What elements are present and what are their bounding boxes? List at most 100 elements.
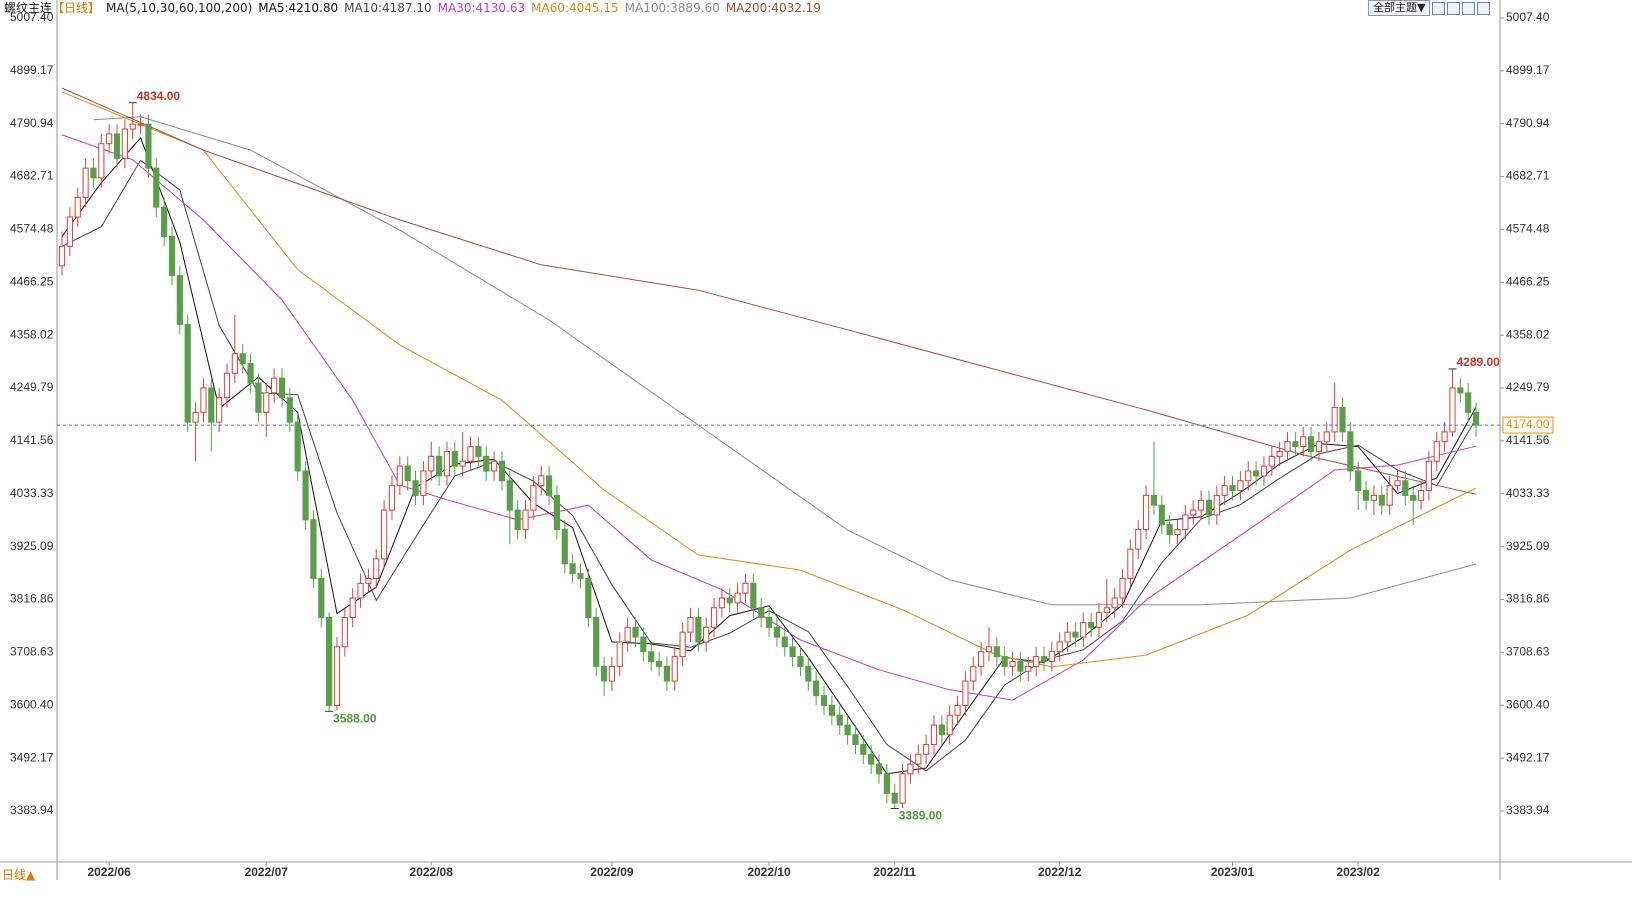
candle-body xyxy=(1276,450,1283,457)
candle-body xyxy=(200,387,207,413)
candle-body xyxy=(278,377,286,399)
x-tick-label: 2022/11 xyxy=(873,865,916,879)
y-tick-label-left: 4682.71 xyxy=(10,169,54,183)
candle-body xyxy=(1260,465,1268,477)
candle-body xyxy=(1347,431,1354,472)
y-tick-label-right: 3708.63 xyxy=(1506,645,1550,659)
x-tick-label: 2022/08 xyxy=(410,865,454,879)
candle-body xyxy=(1386,485,1393,506)
annotation-label: 3588.00 xyxy=(333,711,377,725)
candle-body xyxy=(373,558,380,579)
candle-body xyxy=(1103,607,1110,614)
candle-body xyxy=(1252,470,1260,477)
candle-body xyxy=(239,353,246,365)
tool-icon[interactable] xyxy=(1477,1,1491,15)
candle-body xyxy=(98,143,105,179)
candle-body xyxy=(168,236,176,277)
y-tick-label-right: 4358.02 xyxy=(1506,327,1550,341)
candle-body xyxy=(1166,524,1173,535)
candle-body xyxy=(750,582,757,609)
candle-body xyxy=(302,470,309,521)
candle-body xyxy=(1355,470,1362,492)
y-tick-label-left: 4358.02 xyxy=(10,327,54,341)
candle-body xyxy=(530,485,537,511)
candle-body xyxy=(145,123,152,169)
y-tick-label-left: 4466.25 xyxy=(10,274,54,288)
candle-body xyxy=(1072,631,1079,638)
header: 螺纹主连【日线】 MA(5,10,30,60,100,200) MA5:4210.8… xyxy=(4,0,833,16)
candle-body xyxy=(161,206,168,238)
candle-body xyxy=(459,460,466,467)
candle-body xyxy=(66,216,73,247)
candle-body xyxy=(231,353,238,374)
candle-body xyxy=(436,455,443,477)
candle-body xyxy=(82,167,89,198)
candle-body xyxy=(915,753,922,765)
ma-line xyxy=(93,116,1477,606)
candle-body xyxy=(428,455,435,472)
period-button[interactable]: 日线▲ xyxy=(2,868,36,882)
y-tick-label-left: 4141.56 xyxy=(10,433,54,447)
tool-icon[interactable] xyxy=(1462,1,1476,15)
candle-body xyxy=(907,763,914,775)
candle-body xyxy=(58,245,66,267)
candle-body xyxy=(1025,665,1032,672)
toolbar: 全部主题▼ xyxy=(1368,0,1491,16)
candle-body xyxy=(1174,529,1181,535)
candle-body xyxy=(962,680,969,706)
candle-body xyxy=(90,167,97,179)
y-tick-label-right: 4574.48 xyxy=(1506,222,1550,236)
title: 螺纹主连 xyxy=(4,1,53,15)
candle-body xyxy=(703,626,710,643)
y-tick-label-right: 4033.33 xyxy=(1506,486,1550,500)
candle-body xyxy=(608,665,616,682)
candle-body xyxy=(954,704,961,716)
y-tick-label-left: 4574.48 xyxy=(10,222,54,236)
candle-body xyxy=(420,470,427,496)
candle-body xyxy=(593,617,600,667)
candle-body xyxy=(506,480,513,511)
candle-body xyxy=(585,577,592,619)
candle-body xyxy=(648,651,655,662)
candle-body xyxy=(1040,656,1048,662)
tool-icon[interactable] xyxy=(1447,1,1461,15)
candle-body xyxy=(891,792,898,804)
candle-body xyxy=(412,480,419,496)
candle-body xyxy=(1033,656,1040,667)
candle-body xyxy=(1472,411,1480,426)
candle-body xyxy=(106,133,113,145)
candle-body xyxy=(663,665,671,682)
candle-body xyxy=(616,641,623,667)
candle-body xyxy=(679,631,686,658)
candle-body xyxy=(577,573,584,579)
y-tick-label-right: 4899.17 xyxy=(1506,63,1550,77)
y-tick-label-left: 3383.94 xyxy=(10,803,54,817)
legend-entry: MA60:4045.15 xyxy=(531,1,619,15)
candle-body xyxy=(1119,577,1126,599)
candle-body xyxy=(624,626,631,643)
candle-body xyxy=(805,665,812,682)
tool-icon[interactable] xyxy=(1432,1,1446,15)
y-tick-label-left: 3600.40 xyxy=(10,697,54,711)
candle-body xyxy=(404,465,411,482)
candle-body xyxy=(121,128,128,159)
candle-body xyxy=(1127,548,1134,579)
candle-body xyxy=(326,617,333,706)
candle-body xyxy=(883,773,890,794)
y-tick-label-left: 3708.63 xyxy=(10,645,54,659)
candle-body xyxy=(797,656,804,667)
y-tick-label-right: 4249.79 xyxy=(1506,380,1550,394)
x-tick-label: 2022/06 xyxy=(87,865,131,879)
candle-body xyxy=(153,167,160,208)
candle-body xyxy=(1056,641,1063,653)
theme-button[interactable]: 全部主题▼ xyxy=(1368,0,1431,16)
candle-body xyxy=(1410,494,1417,501)
candle-body xyxy=(545,475,553,496)
y-tick-label-right: 3492.17 xyxy=(1506,750,1550,764)
last-price-label: 4174.00 xyxy=(1506,417,1550,431)
candle-body xyxy=(74,196,81,218)
candle-body xyxy=(687,617,694,633)
candle-body xyxy=(514,509,521,531)
